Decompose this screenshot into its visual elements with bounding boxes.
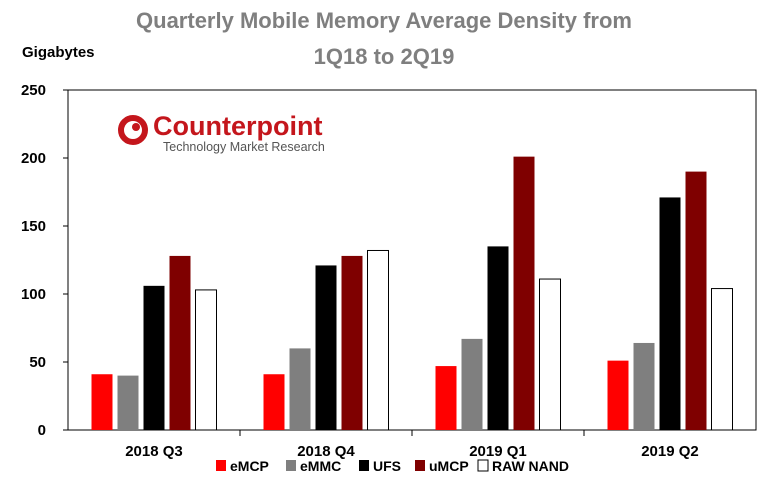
y-tick-label: 0 xyxy=(38,422,46,439)
logo-dot xyxy=(132,123,140,131)
bar-umcp xyxy=(341,255,363,430)
bars xyxy=(91,156,733,431)
bar-ufs xyxy=(487,246,509,430)
x-tick-label: 2018 Q3 xyxy=(125,443,183,460)
chart-title-line-2: 1Q18 to 2Q19 xyxy=(313,44,455,69)
y-tick-label: 200 xyxy=(21,150,46,167)
legend-swatch xyxy=(286,460,296,471)
legend-swatch xyxy=(359,460,369,471)
bar-ufs xyxy=(143,285,165,430)
x-tick-label: 2018 Q4 xyxy=(297,443,355,460)
y-axis-label: Gigabytes xyxy=(22,44,95,61)
bar-emcp xyxy=(91,374,113,430)
legend-swatch xyxy=(216,460,226,471)
x-tick-label: 2019 Q2 xyxy=(641,443,699,460)
logo-ring xyxy=(118,115,148,145)
y-tick-label: 50 xyxy=(29,354,46,371)
bar-raw-nand xyxy=(367,249,389,431)
counterpoint-logo-icon xyxy=(118,115,148,145)
bar-emcp xyxy=(607,360,629,430)
y-axis: 0 50 100 150 200 250 xyxy=(21,82,68,439)
legend-label: RAW NAND xyxy=(492,458,569,474)
logo-tagline: Technology Market Research xyxy=(163,140,325,154)
bar-umcp xyxy=(169,255,191,430)
bar-emmc xyxy=(633,342,655,430)
bar-ufs xyxy=(659,197,681,430)
legend: eMCP eMMC UFS uMCP RAW NAND xyxy=(216,458,569,474)
x-tick-label: 2019 Q1 xyxy=(469,443,527,460)
legend-label: eMCP xyxy=(230,458,269,474)
bar-umcp xyxy=(685,171,707,430)
bar-raw-nand xyxy=(539,278,561,431)
bar-emmc xyxy=(289,348,311,430)
y-tick-label: 250 xyxy=(21,82,46,99)
x-axis: 2018 Q3 2018 Q4 2019 Q1 2019 Q2 xyxy=(125,430,699,460)
bar-raw-nand xyxy=(195,289,217,431)
y-tick-label: 100 xyxy=(21,286,46,303)
chart-title-line-1: Quarterly Mobile Memory Average Density … xyxy=(136,8,632,33)
legend-swatch xyxy=(477,459,489,472)
legend-label: eMMC xyxy=(300,458,341,474)
bar-emmc xyxy=(461,338,483,430)
counterpoint-logo: Counterpoint Technology Market Research xyxy=(118,111,325,154)
y-tick-label: 150 xyxy=(21,218,46,235)
bar-raw-nand xyxy=(711,288,733,431)
bar-emcp xyxy=(263,374,285,430)
bar-emmc xyxy=(117,375,139,430)
legend-swatch xyxy=(415,460,425,471)
bar-umcp xyxy=(513,156,535,430)
legend-label: UFS xyxy=(373,458,401,474)
legend-label: uMCP xyxy=(429,458,469,474)
logo-name: Counterpoint xyxy=(153,111,322,141)
bar-ufs xyxy=(315,265,337,430)
bar-emcp xyxy=(435,366,457,430)
